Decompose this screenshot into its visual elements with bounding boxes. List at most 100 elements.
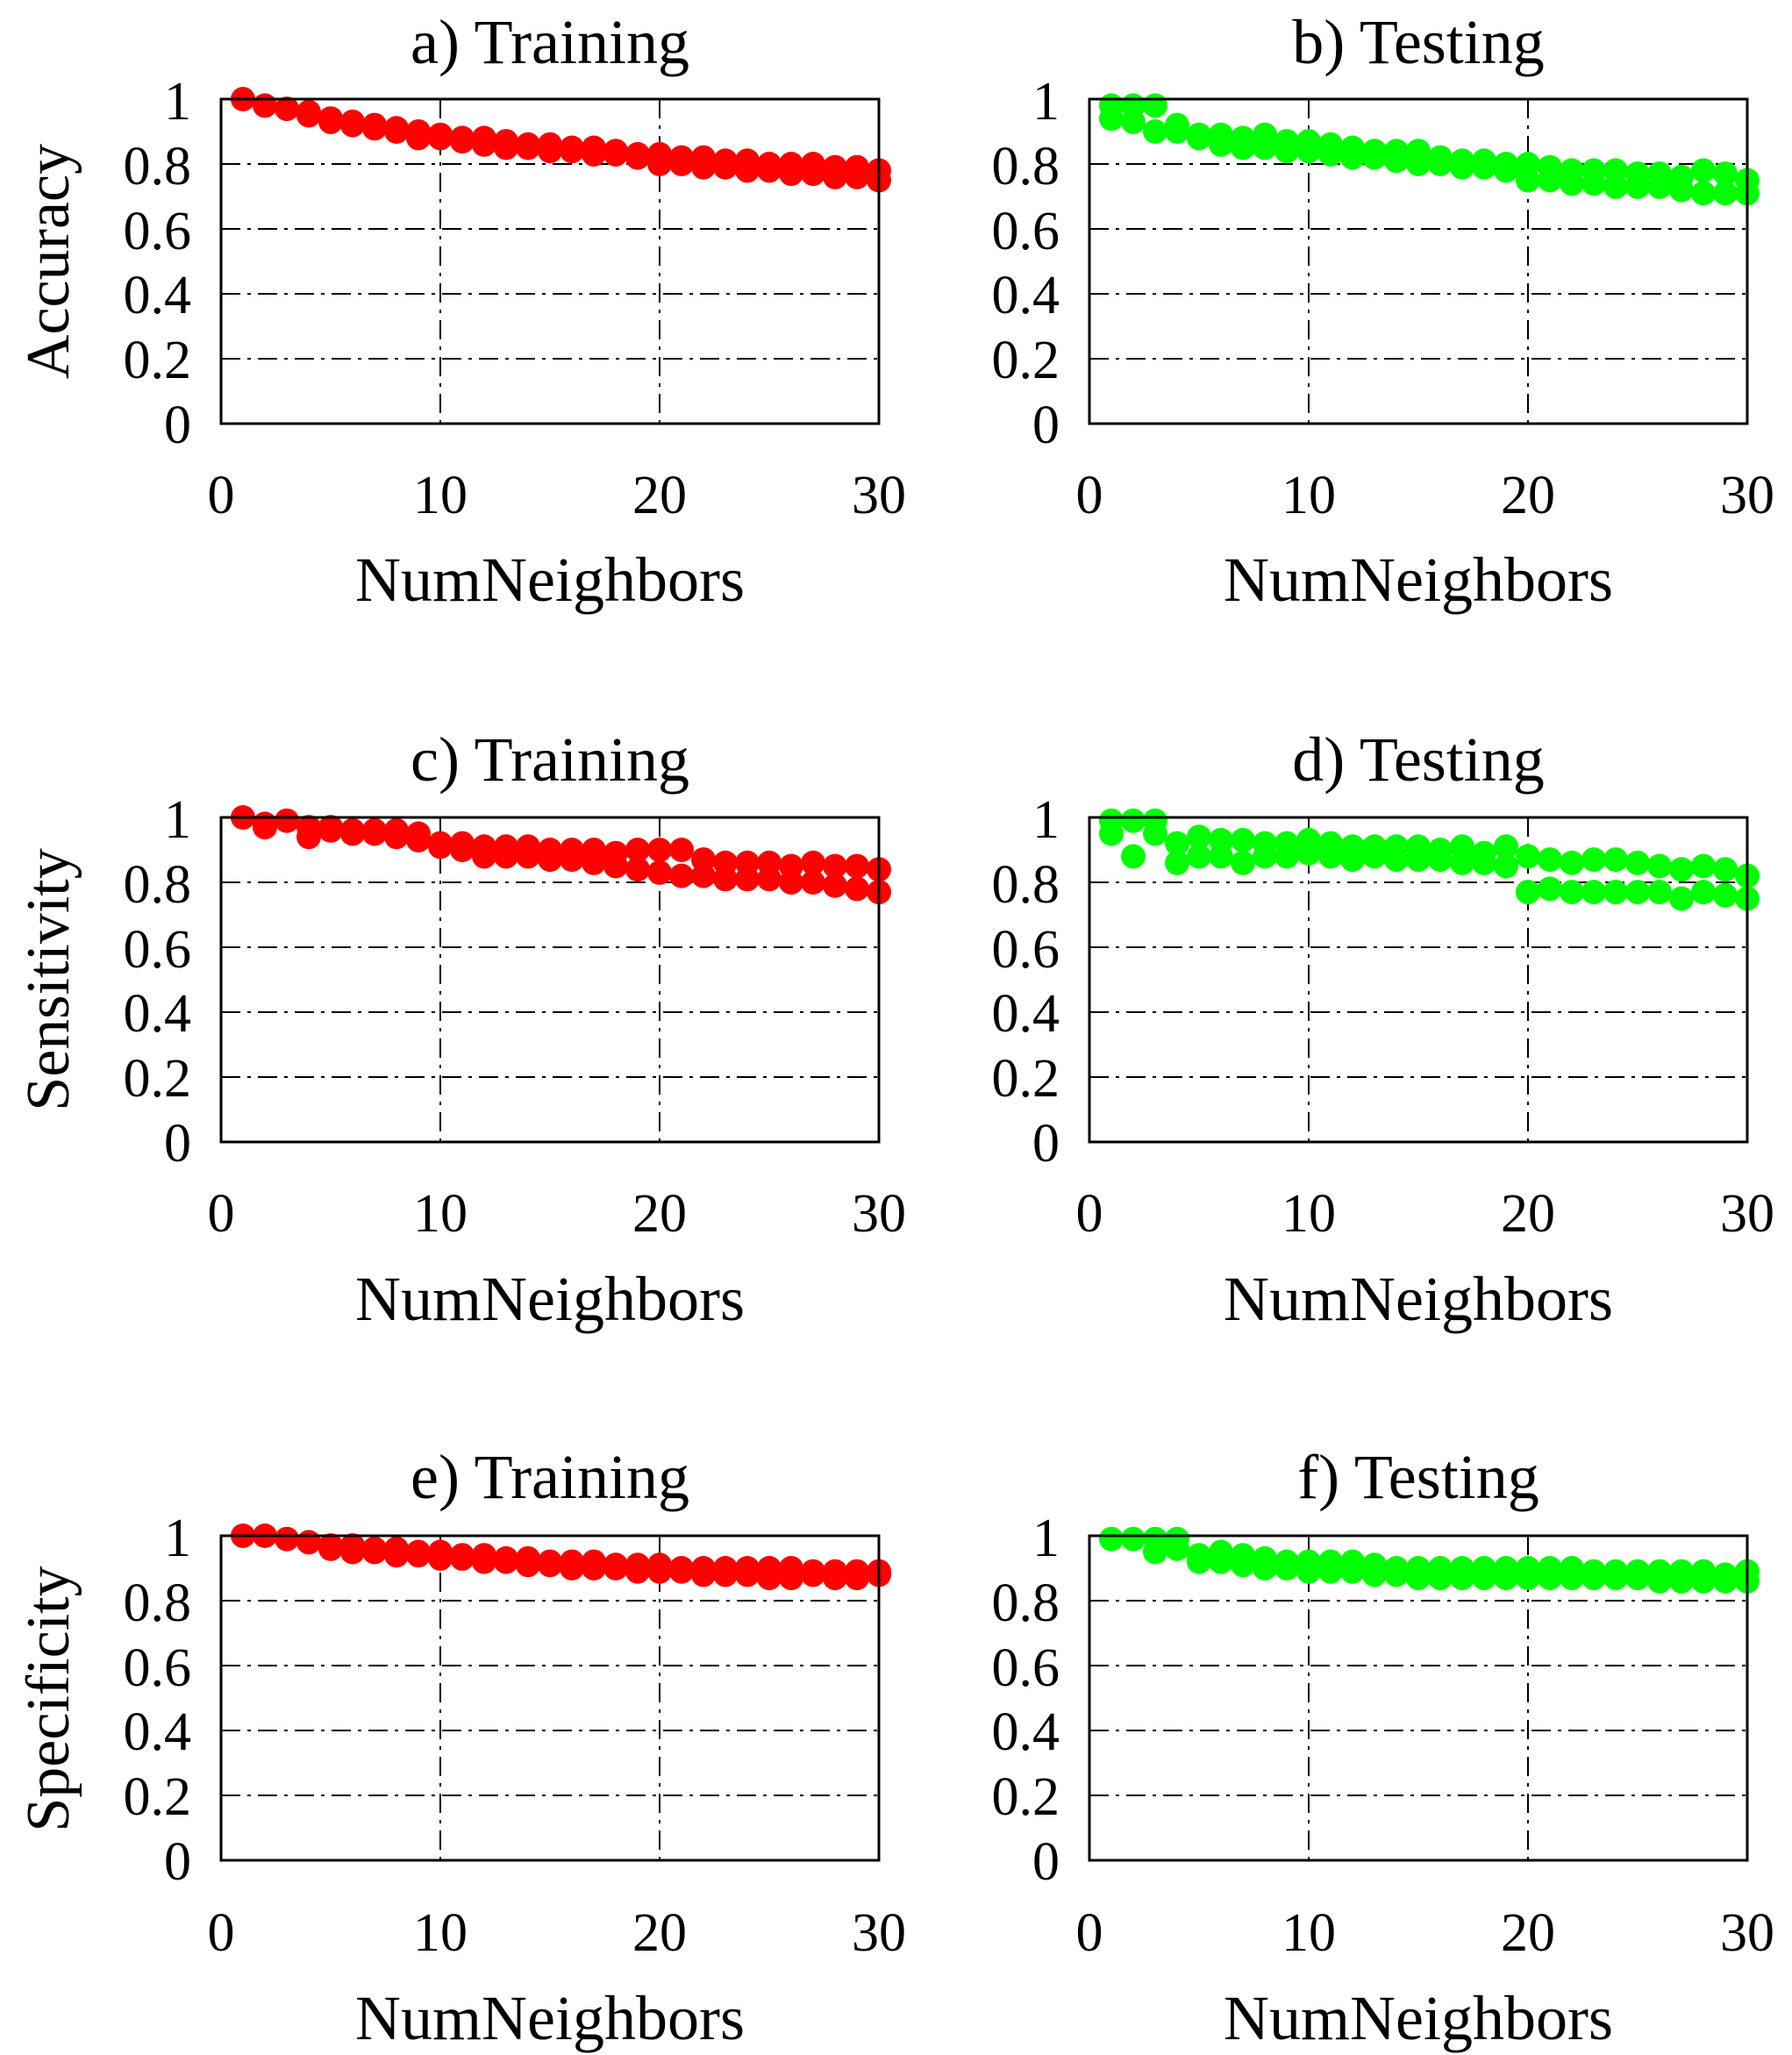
data-point	[1647, 880, 1672, 905]
x-axis-label: NumNeighbors	[355, 545, 745, 615]
data-points	[1099, 808, 1760, 911]
x-axis-label: NumNeighbors	[1224, 1983, 1613, 2053]
data-point	[1121, 1526, 1146, 1552]
data-point	[362, 821, 387, 846]
data-point	[735, 867, 760, 892]
data-point	[1143, 1539, 1167, 1565]
data-point	[275, 808, 299, 833]
data-point	[406, 827, 431, 853]
data-point	[1581, 880, 1606, 905]
data-point	[1384, 1562, 1409, 1588]
y-tick-labels: 0 0.2 0.4 0.6 0.8 1	[992, 790, 1060, 1174]
x-tick-label: 30	[852, 1184, 906, 1244]
data-point	[1274, 844, 1299, 869]
x-tick-label: 10	[1282, 1184, 1336, 1244]
x-tick-label: 20	[632, 1184, 687, 1244]
data-point	[1691, 181, 1716, 206]
data-point	[845, 1566, 869, 1591]
data-point	[1384, 148, 1409, 174]
y-tick-label: 0.8	[992, 855, 1060, 915]
data-point	[538, 847, 562, 873]
data-point	[1494, 158, 1518, 183]
y-tick-label: 1	[164, 1509, 191, 1568]
data-point	[318, 817, 343, 843]
data-point	[1691, 1568, 1716, 1594]
data-point	[494, 844, 518, 869]
data-point	[691, 863, 716, 888]
data-point	[1318, 1559, 1343, 1584]
y-tick-label: 0.4	[124, 266, 192, 325]
data-point	[735, 158, 760, 183]
panel-title: f) Testing	[1297, 1442, 1539, 1512]
y-tick-label: 0.6	[992, 1638, 1060, 1698]
data-point	[1231, 1552, 1255, 1578]
plot-frame	[219, 1534, 881, 1862]
x-tick-label: 10	[1282, 1903, 1336, 1963]
data-point	[1669, 1568, 1694, 1594]
data-point	[384, 119, 409, 144]
data-point	[603, 1556, 628, 1580]
data-point	[318, 1536, 343, 1561]
data-point	[1516, 844, 1540, 869]
y-tick-labels: 0 0.2 0.4 0.6 0.8 1	[992, 72, 1060, 455]
x-tick-label: 20	[632, 1903, 687, 1963]
x-tick-label: 20	[632, 466, 687, 525]
data-point	[757, 1566, 782, 1591]
x-tick-labels: 0 10 20 30	[1076, 466, 1775, 525]
data-point	[428, 125, 453, 151]
y-tick-label: 0.6	[124, 202, 192, 261]
data-point	[1253, 135, 1277, 161]
y-tick-label: 0	[164, 1832, 191, 1892]
data-point	[253, 815, 277, 840]
data-point	[1296, 1559, 1321, 1584]
data-point	[1516, 168, 1540, 193]
data-point	[1318, 141, 1343, 167]
data-point	[625, 145, 650, 170]
data-point	[1538, 847, 1562, 873]
data-point	[582, 1556, 606, 1580]
data-point	[1538, 168, 1562, 193]
y-tick-label: 0.2	[124, 1049, 192, 1109]
data-point	[1647, 174, 1672, 199]
data-point	[450, 1545, 475, 1571]
data-point	[560, 1556, 584, 1580]
data-points	[231, 87, 891, 193]
data-point	[1691, 880, 1716, 905]
data-point	[1099, 1526, 1124, 1552]
y-tick-label: 0	[164, 1114, 191, 1174]
data-point	[1603, 847, 1628, 873]
data-point	[625, 1559, 650, 1584]
data-point	[1362, 844, 1387, 869]
data-point	[1494, 834, 1518, 860]
data-point	[713, 154, 738, 180]
panel-c: c) Training Sensitivity NumNeighbors 0 0…	[15, 724, 906, 1334]
y-tick-label: 0.6	[992, 202, 1060, 261]
data-point	[1340, 145, 1365, 170]
x-tick-label: 30	[852, 466, 906, 525]
data-point	[1121, 844, 1146, 869]
data-point	[779, 161, 803, 187]
data-point	[1450, 850, 1474, 875]
y-tick-label: 0.8	[992, 1573, 1060, 1633]
data-point	[1209, 1549, 1233, 1574]
panel-title: a) Training	[411, 7, 689, 77]
data-point	[1121, 808, 1146, 833]
data-point	[450, 838, 475, 862]
data-point	[1560, 1566, 1584, 1591]
data-point	[1603, 1566, 1628, 1591]
data-point	[516, 844, 540, 869]
x-tick-labels: 0 10 20 30	[1076, 1184, 1775, 1244]
panel-title: d) Testing	[1292, 724, 1545, 795]
y-tick-label: 0.4	[992, 1702, 1060, 1762]
data-point	[275, 96, 299, 122]
data-point	[757, 867, 782, 892]
panel-title: e) Training	[411, 1442, 689, 1512]
data-point	[1296, 139, 1321, 164]
panel-title: b) Testing	[1292, 7, 1545, 77]
panel-title: c) Training	[411, 724, 689, 795]
data-point	[1516, 1566, 1540, 1591]
data-point	[647, 860, 672, 885]
y-tick-label: 0	[1032, 1114, 1060, 1174]
data-point	[801, 870, 825, 895]
data-point	[1691, 853, 1716, 879]
